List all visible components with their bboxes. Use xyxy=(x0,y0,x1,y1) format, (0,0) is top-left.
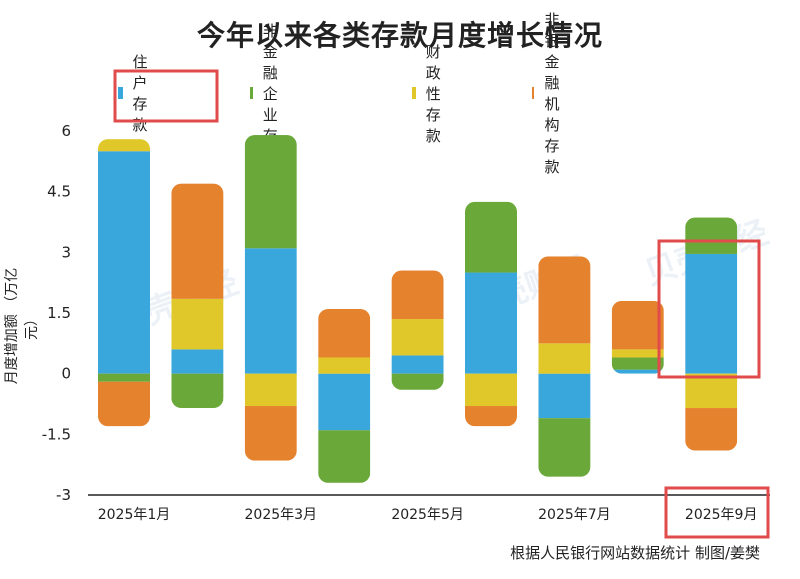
bar-stack xyxy=(318,308,371,483)
bar-stack xyxy=(98,139,150,427)
bar-segment xyxy=(244,135,297,249)
bar-segment xyxy=(244,248,297,374)
highlight-box xyxy=(664,486,770,539)
bar-segment xyxy=(244,373,297,407)
bar-segment xyxy=(685,373,738,409)
bar-stack xyxy=(391,270,444,390)
highlight-box xyxy=(113,69,219,123)
y-tick-label: -1.5 xyxy=(42,425,71,443)
chart-title: 今年以来各类存款月度增长情况 xyxy=(196,19,603,52)
highlight-box xyxy=(657,239,761,379)
bar-segment xyxy=(171,298,224,350)
bar-stack xyxy=(538,256,591,477)
bar-segment xyxy=(318,430,371,483)
bar-segment xyxy=(244,406,297,461)
y-tick-label: 0 xyxy=(61,365,71,383)
x-tick-label: 2025年7月 xyxy=(538,507,611,523)
legend-label: 非银金融机构存款 xyxy=(544,11,560,176)
legend-swatch xyxy=(532,87,535,99)
bar-segment xyxy=(465,373,517,407)
bar-stack xyxy=(465,201,517,427)
bar-stack xyxy=(611,300,664,374)
legend-label: 财政性存款 xyxy=(425,42,441,145)
bar-segment xyxy=(98,151,150,374)
y-tick-label: 4.5 xyxy=(47,183,71,201)
bar-segment xyxy=(318,308,371,358)
bar-segment xyxy=(685,253,738,374)
x-tick-label: 2025年1月 xyxy=(98,507,171,523)
bar-segment xyxy=(538,343,591,374)
bar-stack xyxy=(244,135,297,461)
bar-segment xyxy=(171,183,224,299)
bar-segment xyxy=(391,355,444,374)
bar-segment xyxy=(391,270,444,320)
bar-segment xyxy=(538,418,591,477)
bar-segment xyxy=(171,349,224,374)
bar-segment xyxy=(611,357,664,370)
bar-segment xyxy=(318,373,371,431)
bar-segment xyxy=(391,319,444,356)
bar-segment xyxy=(685,408,738,451)
legend-item: 财政性存款 xyxy=(412,43,449,145)
legend-swatch xyxy=(250,87,253,99)
bar-segment xyxy=(611,300,664,350)
bar-segment xyxy=(171,373,224,409)
bar-segment xyxy=(465,406,517,427)
y-tick-label: 6 xyxy=(61,122,71,140)
bar-segment xyxy=(611,369,664,374)
bar-segment xyxy=(98,373,150,382)
y-tick-label: -3 xyxy=(56,486,71,504)
x-tick-label: 2025年9月 xyxy=(685,507,758,523)
bar-segment xyxy=(538,373,591,419)
legend-swatch xyxy=(118,87,123,99)
bar-segment xyxy=(611,349,664,358)
legend-item: 非银金融机构存款 xyxy=(532,11,569,176)
bar-stack xyxy=(685,217,738,451)
bar-segment xyxy=(465,201,517,273)
bar-segment xyxy=(538,256,591,344)
bar-segment xyxy=(98,381,150,427)
bar-stack xyxy=(171,183,224,409)
x-tick-label: 2025年5月 xyxy=(391,507,464,523)
bar-segment xyxy=(685,217,738,254)
bar-segment xyxy=(465,272,517,374)
y-tick-label: 1.5 xyxy=(47,304,71,322)
bar-segment xyxy=(98,139,150,152)
y-tick-label: 3 xyxy=(61,243,71,261)
bar-segment xyxy=(318,357,371,374)
bar-segment xyxy=(391,373,444,390)
legend-swatch xyxy=(412,87,416,99)
source-note: 根据人民银行网站数据统计 制图/姜樊 xyxy=(510,544,760,562)
x-tick-label: 2025年3月 xyxy=(245,507,318,523)
